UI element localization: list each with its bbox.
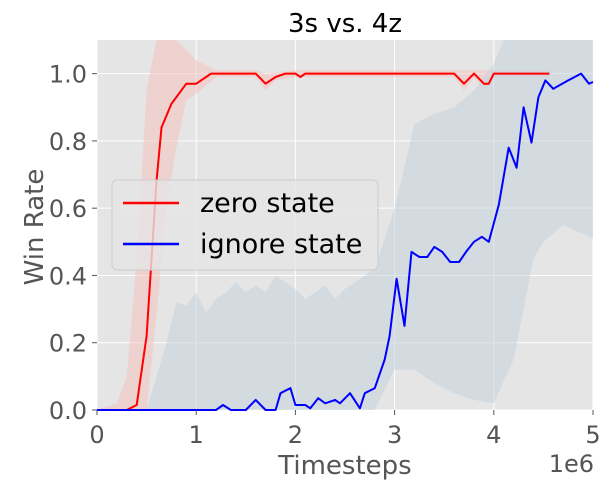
band-ignore-state bbox=[97, 40, 593, 410]
x-tick-label: 3 bbox=[387, 421, 402, 449]
x-ticks: 0 1 2 3 4 5 bbox=[89, 410, 601, 449]
x-tick-label: 2 bbox=[288, 421, 303, 449]
y-tick-label: 1.0 bbox=[49, 61, 87, 89]
y-axis-label: Win Rate bbox=[20, 169, 50, 286]
x-axis-label: Timesteps bbox=[277, 451, 411, 481]
y-tick-label: 0.6 bbox=[49, 195, 87, 223]
legend: zero state ignore state bbox=[111, 179, 379, 271]
y-tick-label: 0.8 bbox=[49, 128, 87, 156]
x-tick-label: 0 bbox=[89, 421, 104, 449]
y-tick-label: 0.2 bbox=[49, 330, 87, 358]
x-tick-label: 1 bbox=[189, 421, 204, 449]
x-tick-label: 4 bbox=[486, 421, 501, 449]
chart-title: 3s vs. 4z bbox=[288, 9, 402, 39]
legend-label-zero-state: zero state bbox=[200, 188, 335, 219]
x-axis-multiplier: 1e6 bbox=[549, 450, 594, 478]
y-tick-label: 0.0 bbox=[49, 397, 87, 425]
legend-label-ignore-state: ignore state bbox=[200, 229, 362, 260]
line-ignore-state bbox=[97, 72, 594, 411]
x-tick-label: 5 bbox=[585, 421, 600, 449]
y-tick-label: 0.4 bbox=[49, 262, 87, 290]
y-ticks: 0.0 0.2 0.4 0.6 0.8 1.0 bbox=[49, 61, 97, 425]
